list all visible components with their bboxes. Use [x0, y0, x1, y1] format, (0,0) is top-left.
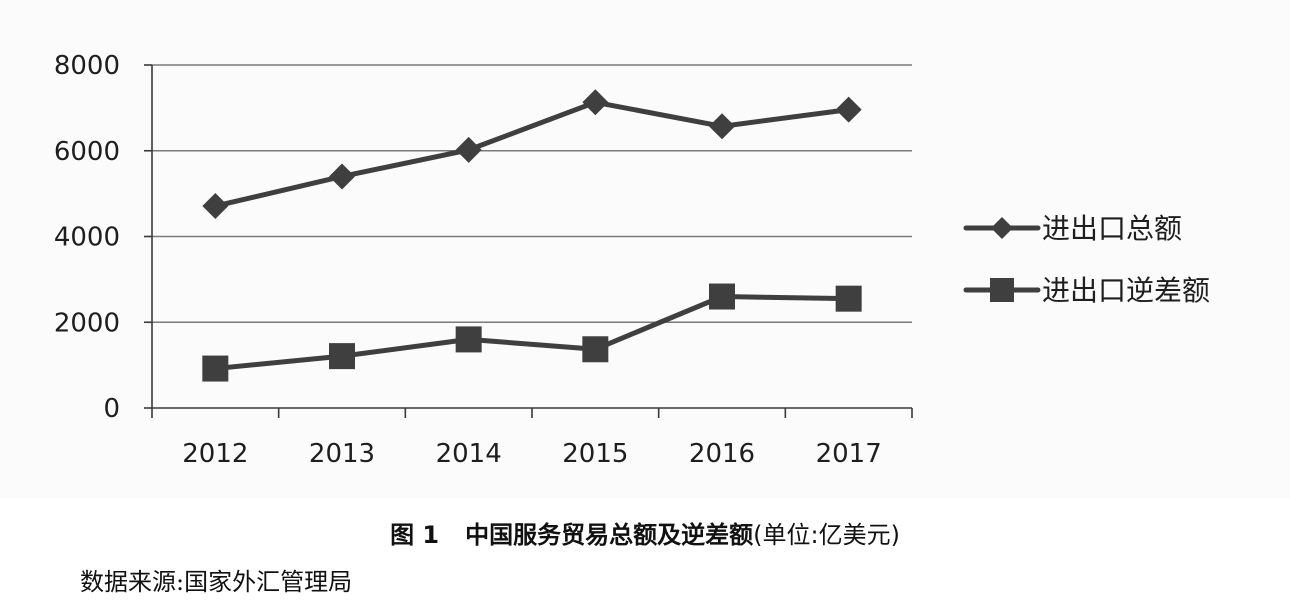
data-point-square: [835, 285, 862, 312]
y-tick-label: 4000: [54, 223, 120, 253]
legend-item: 进出口总额: [963, 212, 1182, 245]
figure-unit-note: (单位:亿美元): [753, 521, 900, 549]
legend-marker-diamond: [991, 217, 1013, 239]
legend-label: 进出口总额: [1042, 212, 1182, 245]
series-lines: [202, 89, 862, 382]
x-tick-label: 2015: [562, 439, 628, 469]
data-point-diamond: [329, 163, 355, 190]
chart-panel: 0 2000 4000 6000 8000 2012 2013 2014 2015 2016 201…: [53, 51, 1211, 469]
data-point-square: [202, 355, 229, 382]
y-tick-label: 8000: [54, 51, 120, 81]
legend-item: 进出口逆差额: [963, 274, 1210, 307]
series-deficit: [202, 283, 862, 382]
data-point-square: [329, 343, 355, 370]
x-tick-label: 2017: [816, 439, 882, 469]
line-chart: 0 2000 4000 6000 8000 2012 2013 2014 2015 2016 201…: [54, 51, 1210, 469]
y-tick-label: 0: [103, 394, 120, 424]
x-tick-label: 2014: [436, 439, 502, 469]
figure-caption: 图 1 中国服务贸易总额及逆差额(单位:亿美元): [0, 515, 1290, 550]
axes: 0 2000 4000 6000 8000 2012 2013 2014 2015 2016 201…: [54, 51, 913, 469]
data-point-square: [455, 326, 482, 353]
series-line: [212, 99, 852, 209]
figure-title: 中国服务贸易总额及逆差额: [465, 521, 754, 549]
data-point-square: [709, 283, 735, 310]
data-point-square: [582, 336, 609, 363]
x-tick-label: 2016: [689, 439, 755, 469]
series-line: [212, 294, 852, 372]
y-tick-label: 6000: [54, 137, 120, 167]
figure-label: 图 1: [390, 521, 440, 549]
data-point-diamond: [202, 193, 229, 220]
data-point-diamond: [455, 136, 482, 163]
series-total: [202, 89, 862, 220]
legend-marker-square: [990, 278, 1014, 302]
x-tick-label: 2012: [182, 439, 248, 469]
x-tick-label: 2013: [309, 439, 375, 469]
data-point-diamond: [835, 96, 862, 123]
source-note: 数据来源:国家外汇管理局: [80, 568, 353, 596]
legend-label: 进出口逆差额: [1042, 274, 1210, 307]
grid-lines: [152, 64, 912, 324]
data-point-diamond: [709, 113, 735, 140]
y-tick-label: 2000: [54, 308, 120, 338]
data-point-diamond: [582, 89, 609, 116]
